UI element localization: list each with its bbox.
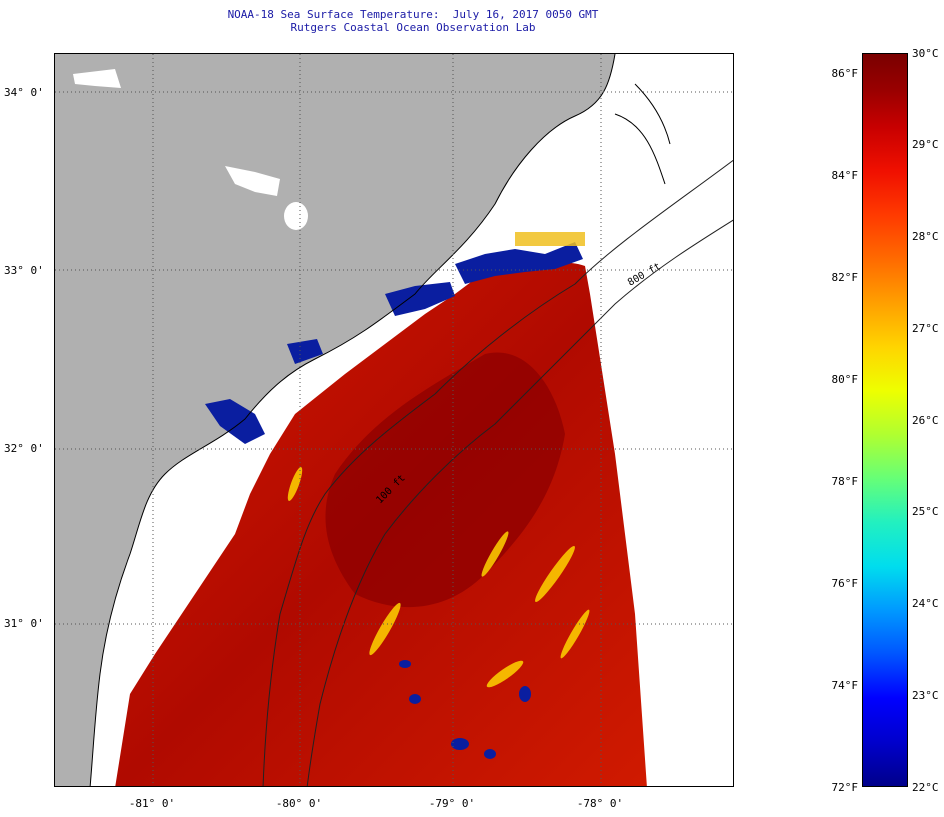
title-line-1: NOAA-18 Sea Surface Temperature: July 16… (227, 8, 599, 21)
colorbar-c-25: 25°C (912, 505, 939, 518)
colorbar-f-74: 74°F (831, 679, 859, 692)
lat-label-32: 32° 0' (4, 442, 44, 455)
lake-3 (284, 202, 308, 230)
colorbar-c-29: 29°C (912, 138, 939, 151)
temperature-colorbar (862, 53, 908, 787)
lon-label-80: -80° 0' (275, 797, 323, 810)
warm-streaks (287, 467, 590, 688)
cool-band (515, 232, 585, 246)
colorbar-f-80: 80°F (831, 373, 859, 386)
grid-lines (55, 54, 733, 786)
land-mass (55, 54, 615, 786)
colorbar-f-86: 86°F (831, 67, 859, 80)
cold-eddies (399, 660, 531, 759)
coastline-north (614, 83, 671, 185)
contour-100ft (262, 159, 733, 786)
cold-edge-south (205, 399, 265, 444)
colorbar-c-28: 28°C (912, 230, 939, 243)
lake-1 (73, 69, 121, 88)
colorbar-c-27: 27°C (912, 322, 939, 335)
colorbar-f-82: 82°F (831, 271, 859, 284)
contour-800ft (306, 219, 733, 786)
colorbar-f-76: 76°F (831, 577, 859, 590)
colorbar-c-24: 24°C (912, 597, 939, 610)
colorbar-c-23: 23°C (912, 689, 939, 702)
colorbar-f-72: 72°F (831, 781, 859, 794)
lat-label-31: 31° 0' (4, 617, 44, 630)
contour-label-800: 800 ft (626, 261, 663, 289)
cold-patch-1 (287, 339, 323, 364)
lat-label-34: 34° 0' (4, 86, 44, 99)
lon-label-79: -79° 0' (428, 797, 476, 810)
title-line-2: Rutgers Coastal Ocean Observation Lab (290, 21, 536, 34)
lon-label-81: -81° 0' (128, 797, 176, 810)
sst-hot-core (325, 352, 565, 608)
lake-2 (225, 166, 280, 196)
colorbar-c-30: 30°C (912, 47, 939, 60)
coastline (89, 54, 616, 786)
lon-label-78: -78° 0' (576, 797, 624, 810)
sst-map-canvas: 800 ft 100 ft (55, 54, 733, 786)
colorbar-f-78: 78°F (831, 475, 859, 488)
colorbar-c-26: 26°C (912, 414, 939, 427)
cold-edge-mid (385, 282, 455, 316)
colorbar-f-84: 84°F (831, 169, 859, 182)
cold-edge-north (455, 242, 583, 284)
colorbar-c-22: 22°C (912, 781, 939, 794)
sst-map[interactable]: 800 ft 100 ft (54, 53, 734, 787)
lat-label-33: 33° 0' (4, 264, 44, 277)
chart-title: NOAA-18 Sea Surface Temperature: July 16… (0, 8, 826, 34)
